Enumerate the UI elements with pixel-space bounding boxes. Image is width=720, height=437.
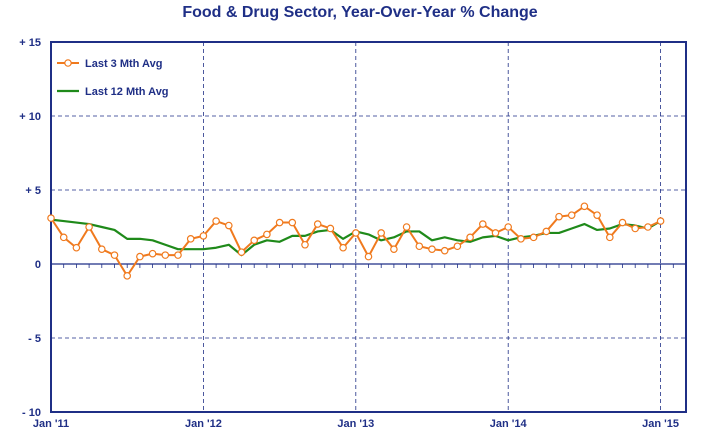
data-point-last-3-mth-avg (466, 233, 474, 242)
data-point-last-3-mth-avg (59, 233, 68, 242)
legend-label-last-12-mth-avg: Last 12 Mth Avg (85, 86, 169, 98)
data-point-last-3-mth-avg (326, 224, 335, 233)
data-point-last-3-mth-avg (186, 235, 195, 243)
data-point-last-3-mth-avg (313, 220, 322, 228)
y-tick-label: 0 (35, 259, 41, 271)
data-point-last-3-mth-avg (580, 202, 589, 211)
data-point-last-3-mth-avg (161, 251, 170, 259)
data-point-last-3-mth-avg (123, 272, 132, 280)
data-point-last-3-mth-avg (631, 224, 640, 233)
data-point-last-3-mth-avg (415, 242, 424, 251)
data-point-last-3-mth-avg (644, 223, 652, 231)
data-point-last-3-mth-avg (555, 212, 563, 221)
data-point-last-3-mth-avg (364, 252, 373, 261)
x-tick-label: Jan '15 (642, 418, 679, 430)
data-point-last-3-mth-avg (567, 211, 576, 219)
data-point-last-3-mth-avg (491, 229, 500, 237)
data-point-last-3-mth-avg (275, 218, 284, 227)
legend-marker-last-3-mth-avg (64, 59, 72, 67)
data-point-last-3-mth-avg (605, 233, 614, 242)
y-tick-label: - 5 (28, 333, 41, 345)
data-point-last-3-mth-avg (148, 249, 157, 258)
data-point-last-3-mth-avg (288, 218, 297, 227)
data-point-last-3-mth-avg (377, 229, 386, 237)
y-tick-label: - 10 (22, 407, 41, 419)
data-point-last-3-mth-avg (656, 217, 665, 225)
data-point-last-3-mth-avg (212, 217, 220, 225)
data-point-last-3-mth-avg (440, 246, 449, 255)
data-point-last-3-mth-avg (174, 251, 182, 259)
data-point-last-3-mth-avg (263, 230, 271, 239)
chart-title: Food & Drug Sector, Year-Over-Year % Cha… (182, 4, 538, 21)
x-tick-label: Jan '13 (337, 418, 374, 430)
x-tick-label: Jan '14 (490, 418, 528, 430)
series-layer (47, 202, 665, 280)
data-point-last-3-mth-avg (98, 245, 106, 254)
data-point-last-3-mth-avg (504, 223, 513, 231)
data-point-last-3-mth-avg (72, 243, 81, 252)
legend-label-last-3-mth-avg: Last 3 Mth Avg (85, 58, 162, 70)
data-point-last-3-mth-avg (237, 248, 246, 256)
y-tick-label: + 5 (25, 185, 41, 197)
data-point-last-3-mth-avg (136, 252, 144, 261)
data-point-last-3-mth-avg (618, 218, 627, 227)
data-point-last-3-mth-avg (428, 245, 436, 254)
x-axis-ticks: Jan '11 Jan '12 Jan '13 Jan '14 Jan '15 (33, 418, 679, 430)
data-point-last-3-mth-avg (225, 221, 233, 230)
x-tick-label: Jan '12 (185, 418, 222, 430)
data-point-last-3-mth-avg (250, 236, 259, 245)
data-point-last-3-mth-avg (301, 240, 309, 249)
y-axis-ticks: + 15 + 10 + 5 0 - 5 - 10 (19, 37, 41, 419)
data-point-last-3-mth-avg (199, 232, 208, 240)
plot-area-frame (50, 41, 687, 413)
data-point-last-3-mth-avg (85, 223, 93, 231)
data-point-last-3-mth-avg (517, 235, 525, 243)
data-point-last-3-mth-avg (339, 243, 347, 252)
data-point-last-3-mth-avg (351, 229, 360, 237)
legend: Last 3 Mth Avg Last 12 Mth Avg (57, 58, 169, 98)
y-tick-label: + 15 (19, 37, 41, 49)
data-point-last-3-mth-avg (110, 251, 119, 259)
data-point-last-3-mth-avg (47, 214, 55, 222)
data-point-last-3-mth-avg (542, 227, 551, 236)
data-point-last-3-mth-avg (593, 211, 601, 219)
x-tick-label: Jan '11 (33, 418, 69, 430)
data-point-last-3-mth-avg (478, 220, 487, 228)
data-point-last-3-mth-avg (453, 242, 462, 251)
data-point-last-3-mth-avg (402, 223, 411, 231)
data-point-last-3-mth-avg (529, 233, 538, 242)
y-tick-label: + 10 (19, 111, 41, 123)
data-point-last-3-mth-avg (390, 245, 398, 254)
